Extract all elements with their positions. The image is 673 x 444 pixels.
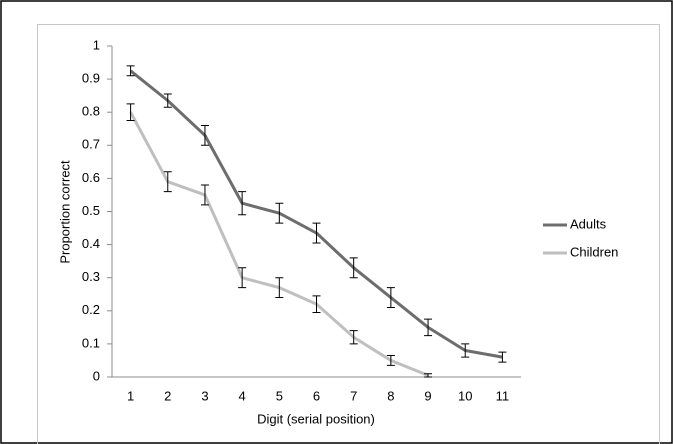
y-tick-label: 0.1 [82, 335, 100, 350]
error-bar [163, 171, 172, 193]
y-tick-label: 0.5 [82, 203, 100, 218]
error-bar [349, 257, 358, 279]
error-bar [275, 277, 284, 299]
error-bar [126, 65, 135, 77]
y-tick-label: 0.7 [82, 137, 100, 152]
error-bar [386, 287, 395, 308]
y-tick-label: 0.4 [82, 236, 100, 251]
error-bar [200, 184, 209, 206]
x-tick-label: 1 [127, 388, 134, 403]
legend-label: Children [570, 244, 618, 259]
x-axis-label: Digit (serial position) [257, 411, 375, 426]
error-bar [126, 103, 135, 121]
y-tick-label: 0 [93, 368, 100, 383]
y-tick-label: 0.3 [82, 269, 100, 284]
x-tick-label: 5 [276, 388, 283, 403]
y-tick-label: 0.6 [82, 170, 100, 185]
y-tick-label: 0.8 [82, 104, 100, 119]
error-bar [424, 373, 433, 378]
x-tick-label: 2 [164, 388, 171, 403]
chart-area [37, 24, 660, 444]
y-tick-label: 0.9 [82, 71, 100, 86]
error-bar [238, 191, 247, 216]
error-bar [200, 124, 209, 146]
x-tick-label: 8 [387, 388, 394, 403]
error-bar [275, 202, 284, 224]
error-bar [349, 330, 358, 345]
error-bar [163, 93, 172, 108]
error-bar [312, 222, 321, 244]
x-tick-label: 11 [496, 388, 510, 403]
error-bar [238, 267, 247, 289]
legend-label: Adults [570, 216, 607, 231]
error-bar [498, 351, 507, 363]
error-bar [386, 354, 395, 366]
error-bar [424, 318, 433, 337]
x-tick-label: 4 [239, 388, 246, 403]
y-axis-label: Proportion correct [57, 160, 72, 264]
x-tick-label: 3 [201, 388, 208, 403]
error-bar [461, 343, 470, 358]
y-tick-label: 1 [93, 37, 100, 52]
y-tick-label: 0.2 [82, 302, 100, 317]
x-tick-label: 6 [313, 388, 320, 403]
x-tick-label: 10 [458, 388, 472, 403]
error-bar [312, 295, 321, 313]
x-tick-label: 9 [424, 388, 431, 403]
x-tick-label: 7 [350, 388, 357, 403]
